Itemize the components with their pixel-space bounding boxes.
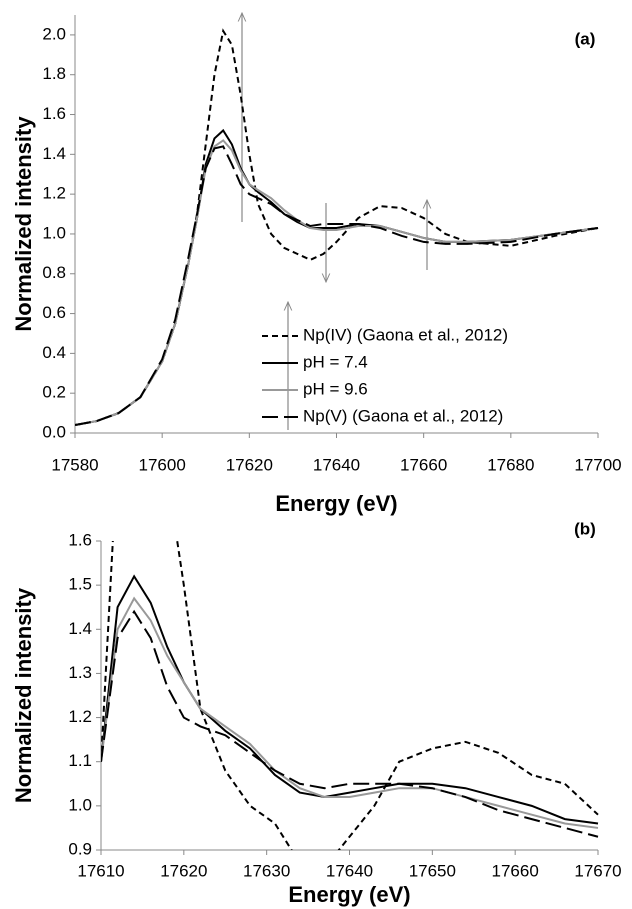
x-tick-label: 17680 bbox=[487, 455, 534, 474]
y-tick-label: 1.4 bbox=[68, 619, 92, 638]
y-tick-label: 0.8 bbox=[42, 263, 66, 282]
y-tick-label: 1.0 bbox=[68, 795, 92, 814]
y-tick-label: 1.6 bbox=[42, 104, 66, 123]
y-axis-title: Normalized intensity bbox=[11, 116, 36, 332]
x-axis-title: Energy (eV) bbox=[288, 882, 410, 907]
series-line bbox=[101, 609, 599, 838]
x-tick-label: 17640 bbox=[313, 455, 360, 474]
y-tick-label: 1.1 bbox=[68, 751, 92, 770]
series-line bbox=[101, 541, 599, 850]
x-tick-label: 17700 bbox=[574, 455, 621, 474]
y-tick-label: 1.4 bbox=[42, 144, 66, 163]
x-axis-title: Energy (eV) bbox=[275, 491, 397, 516]
x-tick-label: 17650 bbox=[409, 861, 456, 880]
x-tick-label: 17660 bbox=[400, 455, 447, 474]
series-line bbox=[101, 574, 599, 825]
x-tick-label: 17630 bbox=[243, 861, 290, 880]
series-line bbox=[75, 139, 599, 427]
y-tick-label: 0.2 bbox=[42, 383, 66, 402]
series-line bbox=[75, 145, 599, 427]
plot-area bbox=[101, 541, 599, 850]
y-tick-label: 1.5 bbox=[68, 575, 92, 594]
series-line bbox=[75, 28, 599, 427]
x-tick-label: 17660 bbox=[492, 861, 539, 880]
legend-label: Np(V) (Gaona et al., 2012) bbox=[303, 406, 503, 425]
y-tick-label: 2.0 bbox=[42, 24, 66, 43]
plot-area bbox=[75, 28, 599, 427]
x-tick-label: 17640 bbox=[326, 861, 373, 880]
y-tick-label: 1.2 bbox=[68, 707, 92, 726]
panel-label: (a) bbox=[575, 29, 596, 48]
y-tick-label: 1.3 bbox=[68, 663, 92, 682]
legend-label: pH = 7.4 bbox=[303, 352, 368, 371]
y-tick-label: 1.6 bbox=[68, 530, 92, 549]
x-tick-label: 17670 bbox=[574, 861, 621, 880]
panel-label: (b) bbox=[574, 519, 596, 538]
x-tick-label: 17580 bbox=[51, 455, 98, 474]
y-axis-title: Normalized intensity bbox=[11, 587, 36, 803]
x-tick-label: 17620 bbox=[226, 455, 273, 474]
series-line bbox=[101, 596, 599, 829]
y-tick-label: 1.8 bbox=[42, 64, 66, 83]
x-tick-label: 17620 bbox=[160, 861, 207, 880]
y-tick-label: 0.9 bbox=[68, 839, 92, 858]
x-tick-label: 17610 bbox=[77, 861, 124, 880]
legend-label: Np(IV) (Gaona et al., 2012) bbox=[303, 325, 508, 344]
y-tick-label: 0.6 bbox=[42, 303, 66, 322]
legend-label: pH = 9.6 bbox=[303, 379, 368, 398]
y-tick-label: 1.2 bbox=[42, 184, 66, 203]
y-tick-label: 0.0 bbox=[42, 422, 66, 441]
x-tick-label: 17600 bbox=[139, 455, 186, 474]
y-tick-label: 1.0 bbox=[42, 223, 66, 242]
y-tick-label: 0.4 bbox=[42, 343, 66, 362]
